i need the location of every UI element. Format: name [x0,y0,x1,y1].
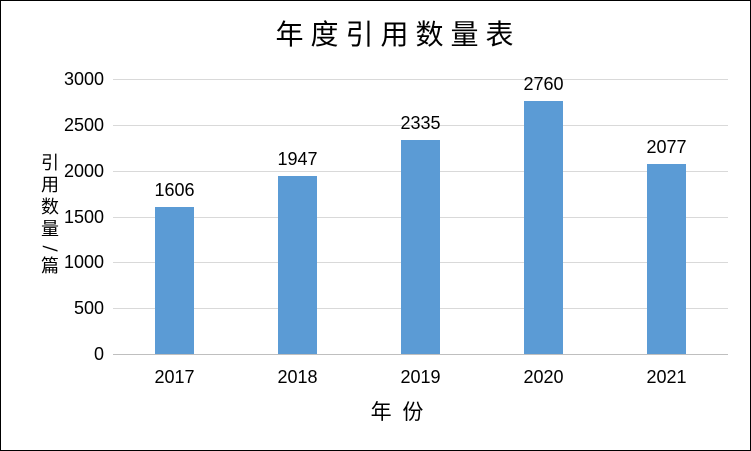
gridline [113,79,728,80]
y-tick-label: 1000 [63,252,104,273]
x-tick-label: 2017 [154,367,195,387]
x-tick-label: 2021 [646,367,687,387]
bar-2020 [524,101,563,354]
y-axis-title-char: 量 [41,219,59,240]
x-tick-label: 2018 [277,367,318,387]
x-axis-tick-labels: 2017 2018 2019 2020 2021 [113,367,728,388]
y-tick-label: 0 [93,344,104,364]
y-tick-label: 500 [73,298,104,319]
y-axis-title-char: 篇 [41,256,59,277]
y-axis-title-char: 引 [41,153,59,174]
x-axis-line [113,354,728,355]
data-label-2020: 2760 [523,74,564,94]
bar-2017 [155,206,194,354]
y-tick-label: 2000 [63,160,104,181]
data-label-2021: 2077 [646,136,687,157]
y-tick-label: 1500 [63,206,104,227]
data-label-2019: 2335 [400,112,441,133]
x-tick-label: 2019 [400,367,441,387]
y-tick-label: 3000 [63,69,104,89]
plot-area: 1606 1947 2335 2760 2077 [113,74,728,355]
data-label-2018: 1947 [277,148,318,169]
bar-2018 [278,175,317,354]
data-label-2017: 1606 [154,179,195,200]
y-axis-title: 引用数量 / 篇 [37,153,63,278]
x-tick-label: 2020 [523,367,564,387]
y-axis-title-slash: / [39,245,61,252]
chart-title: 年度引用数量表 [275,18,521,51]
y-axis-title-char: 数 [41,197,59,218]
bar-2019 [401,139,440,354]
gridline [113,124,728,126]
bar-2021 [647,163,686,354]
x-axis-title: 年 份 [370,400,426,424]
y-tick-label: 2500 [63,114,104,135]
y-axis-title-char: 用 [41,175,59,196]
